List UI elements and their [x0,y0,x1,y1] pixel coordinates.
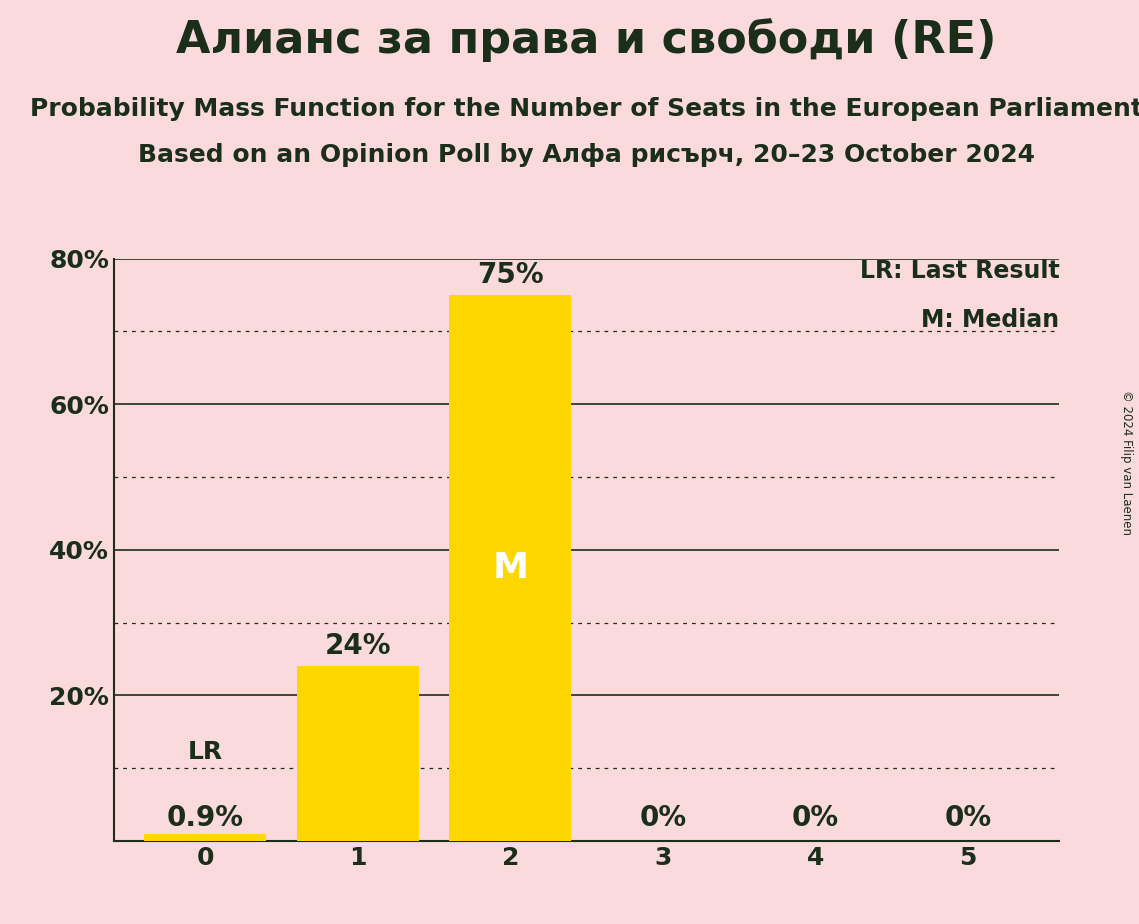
Bar [145,834,267,841]
Text: LR: Last Result: LR: Last Result [860,259,1059,283]
Text: M: Median: M: Median [921,309,1059,333]
Bar [297,666,419,841]
Text: © 2024 Filip van Laenen: © 2024 Filip van Laenen [1121,390,1133,534]
Text: 0.9%: 0.9% [167,804,244,833]
Text: LR: LR [188,740,223,764]
Text: 0%: 0% [944,804,991,833]
Text: Probability Mass Function for the Number of Seats in the European Parliament: Probability Mass Function for the Number… [30,97,1139,121]
Text: 24%: 24% [325,632,391,661]
Text: Алианс за права и свободи (RE): Алианс за права и свободи (RE) [177,18,997,62]
Text: 75%: 75% [477,261,543,289]
Text: Based on an Opinion Poll by Алфа рисърч, 20–23 October 2024: Based on an Opinion Poll by Алфа рисърч,… [138,143,1035,167]
Text: M: M [492,551,528,585]
Text: 0%: 0% [639,804,687,833]
Text: 0%: 0% [792,804,838,833]
Bar [450,295,572,841]
